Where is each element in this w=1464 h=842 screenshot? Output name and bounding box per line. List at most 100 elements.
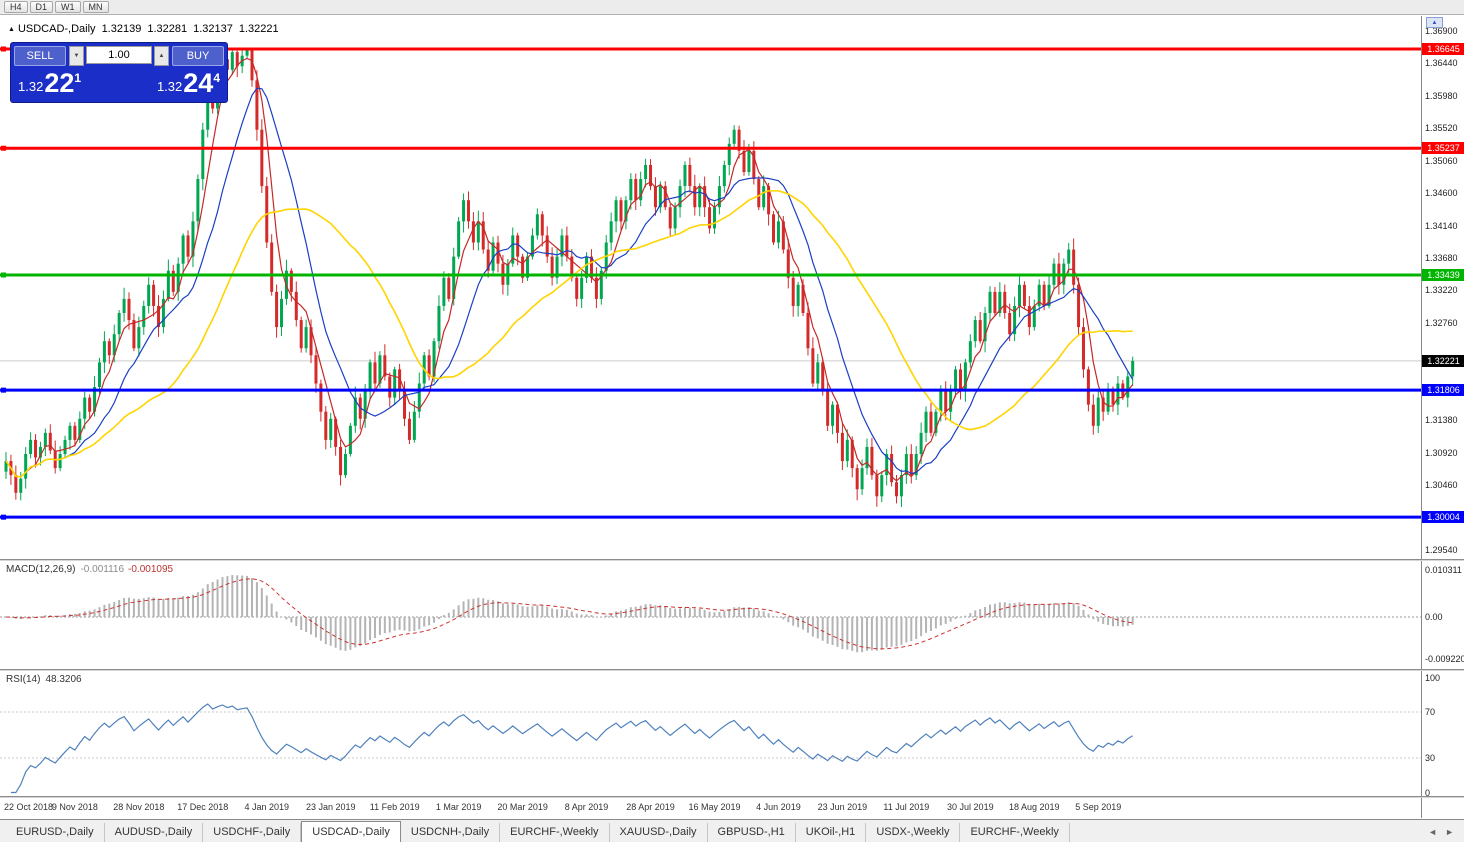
date-label: 17 Dec 2018 [177, 802, 229, 812]
chart-tab-eurchf-weekly[interactable]: EURCHF-,Weekly [960, 823, 1070, 842]
line-anchor-marker[interactable] [1, 387, 6, 393]
chart-tab-gbpusd-h1[interactable]: GBPUSD-,H1 [708, 823, 796, 842]
ohlc-high: 1.32281 [147, 23, 188, 35]
price-tick-label: 1.31380 [1425, 415, 1458, 426]
volume-stepper: ▼ ▲ [69, 46, 169, 66]
rsi-label: RSI(14) 48.3206 [6, 674, 82, 685]
price-chart-svg [0, 46, 1421, 520]
rsi-axis-label: 0 [1425, 787, 1431, 798]
chart-tab-usdx-weekly[interactable]: USDX-,Weekly [866, 823, 961, 842]
date-label: 11 Jul 2019 [883, 802, 930, 812]
timeframe-button-d1[interactable]: D1 [29, 1, 54, 13]
sell-button[interactable]: SELL [14, 46, 66, 66]
date-label: 30 Jul 2019 [947, 802, 994, 812]
macd-axis-label: -0.009220 [1425, 654, 1464, 664]
price-tick-label: 1.32760 [1425, 317, 1458, 328]
macd-axis-label: 0.010311 [1425, 565, 1462, 575]
date-label: 22 Oct 2018 [4, 802, 54, 812]
pane-separator[interactable] [0, 669, 1464, 671]
timeframe-button-w1[interactable]: W1 [55, 1, 81, 13]
candlesticks [4, 47, 1135, 508]
chart-tab-eurchf-weekly[interactable]: EURCHF-,Weekly [500, 823, 610, 842]
date-label: 23 Jan 2019 [305, 802, 356, 812]
rsi-axis-label: 70 [1425, 707, 1436, 717]
date-label: 18 Aug 2019 [1008, 802, 1060, 812]
up-arrow-icon: ▲ [1431, 19, 1438, 26]
date-label: 4 Jan 2019 [244, 802, 290, 812]
price-tick-label: 1.33680 [1425, 253, 1458, 263]
chart-tab-eurusd-daily[interactable]: EURUSD-,Daily [6, 823, 105, 842]
line-anchor-marker[interactable] [1, 514, 6, 520]
price-tick-label: 1.35980 [1425, 90, 1458, 101]
buy-price-display: 1.32 24 4 [156, 68, 220, 98]
price-tick-label: 1.36440 [1425, 58, 1458, 69]
volume-decrease-button[interactable]: ▼ [69, 46, 84, 66]
price-tick-label: 1.30920 [1425, 447, 1458, 458]
chart-tab-usdcnh-daily[interactable]: USDCNH-,Daily [401, 823, 501, 842]
date-label: 11 Feb 2019 [369, 802, 420, 812]
macd-histogram [9, 575, 1134, 653]
rsi-chart-svg [0, 703, 1421, 794]
collapse-panel-icon[interactable]: ▲ [8, 26, 15, 33]
date-label: 9 Nov 2018 [51, 802, 98, 812]
tab-scroll-left-button[interactable]: ◄ [1428, 827, 1438, 837]
price-chart-pane[interactable] [0, 16, 1421, 559]
rsi-line [10, 703, 1133, 794]
price-tick-label: 1.36900 [1425, 26, 1458, 36]
bid-price-label: 1.32221 [1422, 354, 1464, 367]
chart-tab-bar: EURUSD-,Daily AUDUSD-,Daily USDCHF-,Daily U… [0, 819, 1464, 842]
rsi-axis-label: 30 [1425, 753, 1436, 763]
date-label: 23 Jun 2019 [817, 802, 868, 812]
date-label: 20 Mar 2019 [497, 802, 548, 812]
chart-tab-usdchf-daily[interactable]: USDCHF-,Daily [203, 823, 302, 842]
moving-average-34 [5, 190, 1133, 478]
date-label: 5 Sep 2019 [1075, 802, 1122, 812]
macd-label: MACD(12,26,9) -0.001116 -0.001095 [6, 564, 174, 575]
time-axis: 22 Oct 2018 9 Nov 2018 28 Nov 2018 17 Dec 2… [0, 798, 1421, 818]
macd-axis-label: 0.00 [1425, 612, 1443, 622]
tab-scroll-right-button[interactable]: ► [1445, 827, 1454, 837]
date-label: 28 Apr 2019 [626, 802, 675, 812]
moving-average-5 [5, 57, 1134, 482]
rsi-indicator-pane[interactable] [0, 671, 1421, 796]
level-price-label: 1.36645 [1422, 42, 1464, 55]
price-axis: 1.36900 1.36440 1.35980 1.35520 1.35060 1.346… [1421, 16, 1464, 818]
pane-separator[interactable] [0, 796, 1464, 798]
timeframe-button-mn[interactable]: MN [82, 1, 109, 13]
level-price-label: 1.33439 [1422, 269, 1464, 281]
macd-chart-svg [0, 575, 1421, 653]
volume-input[interactable] [86, 46, 152, 64]
chart-restore-button[interactable]: ▲ [1426, 17, 1443, 28]
chart-tab-audusd-daily[interactable]: AUDUSD-,Daily [105, 823, 204, 842]
macd-indicator-pane[interactable] [0, 561, 1421, 669]
level-price-label: 1.35237 [1422, 142, 1464, 155]
timeframe-toolbar: H4 D1 W1 MN [0, 0, 1464, 15]
tab-scroll-arrows: ◄ ► [1428, 827, 1464, 842]
line-anchor-marker[interactable] [1, 272, 6, 278]
ohlc-low: 1.32137 [193, 23, 233, 35]
chart-title-bar: ▲ USDCAD-,Daily 1.32139 1.32281 1.32137 1.322… [8, 23, 279, 35]
chart-symbol-label: USDCAD-,Daily [17, 23, 96, 35]
chart-tab-usdcad-daily[interactable]: USDCAD-,Daily [301, 821, 401, 842]
macd-signal-line [5, 578, 1133, 650]
chart-tab-xauusd-daily[interactable]: XAUUSD-,Daily [610, 823, 708, 842]
pane-separator[interactable] [0, 559, 1464, 561]
chart-tab-ukoil-h1[interactable]: UKOil-,H1 [796, 823, 867, 842]
line-anchor-marker[interactable] [1, 145, 6, 151]
price-tick-label: 1.35060 [1425, 155, 1458, 166]
date-label: 28 Nov 2018 [113, 802, 165, 812]
date-label: 8 Apr 2019 [564, 802, 609, 812]
price-tick-label: 1.34600 [1425, 188, 1458, 199]
buy-button[interactable]: BUY [172, 46, 224, 66]
level-price-label: 1.31806 [1422, 384, 1464, 397]
timeframe-button-h4[interactable]: H4 [4, 1, 28, 13]
volume-increase-button[interactable]: ▲ [154, 46, 169, 66]
date-label: 1 Mar 2019 [435, 802, 482, 812]
price-tick-label: 1.30460 [1425, 480, 1458, 491]
price-tick-label: 1.29540 [1425, 544, 1458, 555]
ohlc-close: 1.32221 [238, 23, 279, 35]
chart-tabs: EURUSD-,Daily AUDUSD-,Daily USDCHF-,Daily U… [6, 821, 1070, 842]
price-tick-label: 1.33220 [1425, 285, 1458, 296]
line-anchor-marker[interactable] [1, 46, 6, 52]
